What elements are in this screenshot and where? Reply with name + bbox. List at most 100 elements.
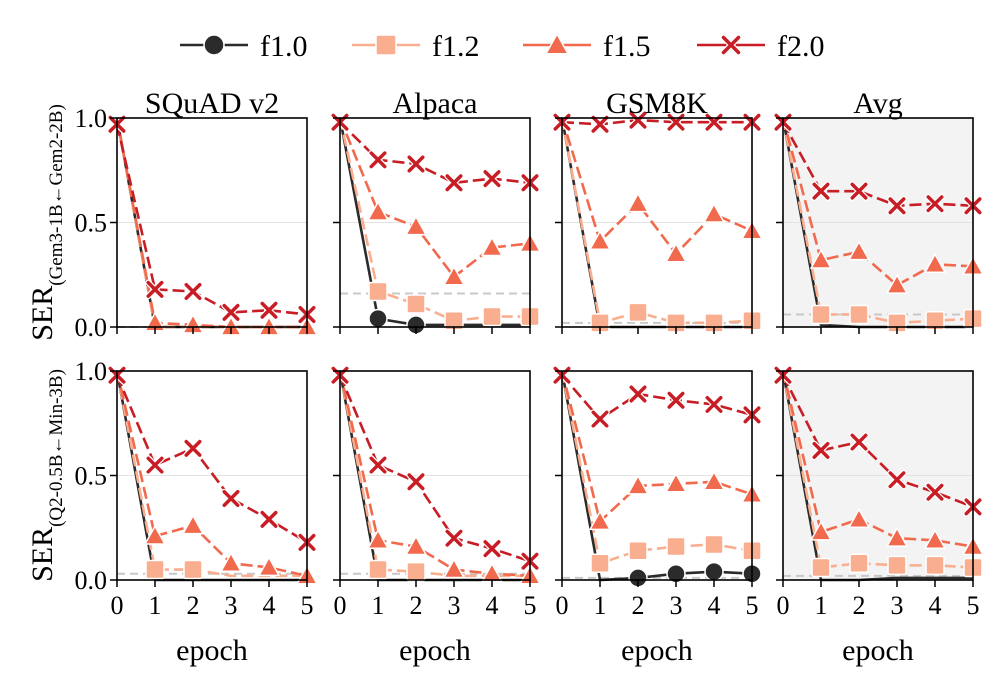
- y-axis-label-text: SER(Q2-0.5B←Min-3B): [26, 369, 67, 582]
- y-axis-label-main: SER: [26, 527, 59, 582]
- series-f2.0: [330, 112, 540, 193]
- series-f1.5: [560, 370, 764, 531]
- series-line-f1.2: [338, 117, 530, 323]
- panel-title: Avg: [853, 87, 902, 120]
- legend-label: f2.0: [777, 30, 825, 63]
- marker-f2.0-4: [705, 395, 723, 413]
- y-axis-label-text: SER(Gem3-1B←Gem2-2B): [26, 104, 67, 341]
- series-line-f2.0: [115, 374, 308, 544]
- x-tick-label: 1: [149, 591, 162, 620]
- x-tick-label: 1: [594, 591, 607, 620]
- marker-f1.2-4: [925, 555, 945, 576]
- marker-f2.0-4: [483, 170, 501, 188]
- series-line-f1.5: [338, 117, 531, 279]
- marker-f1.0-4: [704, 561, 724, 582]
- marker-f1.5-2: [404, 535, 428, 556]
- marker-f1.2-2: [628, 540, 648, 561]
- series-line-f2.0: [561, 118, 752, 126]
- marker-f2.0-4: [483, 540, 501, 558]
- marker-f2.0-3: [445, 174, 463, 192]
- y-tick-label: 0.5: [75, 462, 108, 491]
- series-line-f1.5: [560, 117, 753, 256]
- marker-f1.2-2: [628, 302, 648, 323]
- marker-f1.2-3: [887, 555, 907, 576]
- x-tick-label: 3: [225, 591, 238, 620]
- legend-label: f1.5: [603, 30, 651, 63]
- marker-f2.0-4: [926, 483, 944, 501]
- x-tick-label: 4: [929, 591, 942, 620]
- series-line-f1.2: [781, 117, 974, 325]
- series-f1.5: [115, 370, 319, 585]
- marker-f1.5-2: [181, 514, 205, 535]
- series-line-f1.2: [338, 370, 530, 578]
- legend-item-f2.0: f2.0: [697, 30, 825, 63]
- marker-f1.2-2: [183, 559, 203, 580]
- marker-f2.0-3: [888, 471, 906, 489]
- legend-item-f1.0: f1.0: [180, 30, 308, 63]
- x-tick-label: 2: [632, 591, 645, 620]
- panel-avg: Avg: [773, 87, 985, 334]
- series-line-f1.5: [781, 117, 974, 287]
- marker-f1.5-1: [809, 248, 833, 269]
- series-f1.2: [781, 117, 983, 333]
- legend-item-f1.5: f1.5: [523, 30, 651, 63]
- x-tick-label: 0: [334, 591, 347, 620]
- x-tick-label: 5: [746, 591, 759, 620]
- legend-marker-circle: [203, 34, 225, 56]
- marker-f1.2-1: [811, 557, 831, 578]
- panel-squad-v2: 0.0 0.5 1.0 SQuAD v2: [75, 87, 319, 342]
- marker-f1.2-1: [590, 553, 610, 574]
- series-f1.5: [115, 117, 319, 336]
- panel-gsm8k: GSM8K: [552, 87, 764, 334]
- x-tick-label: 1: [815, 591, 828, 620]
- marker-f1.5-3: [442, 265, 466, 286]
- series-line-f1.0: [781, 370, 973, 582]
- x-tick-label: 5: [967, 591, 980, 620]
- marker-f2.0-3: [667, 391, 685, 409]
- series-f2.0: [552, 365, 762, 429]
- x-axis-label: epoch: [621, 634, 693, 667]
- x-tick-label: 5: [301, 591, 314, 620]
- marker-f1.5-2: [626, 474, 650, 495]
- marker-f1.5-4: [702, 470, 726, 491]
- panel-r1c1: 0 1 2 3 4 5 epoch: [330, 365, 542, 667]
- series-line-f1.5: [338, 370, 531, 578]
- series-line-f1.5: [560, 370, 753, 524]
- marker-f1.5-4: [702, 202, 726, 223]
- marker-f1.2-2: [849, 553, 869, 574]
- marker-f1.2-1: [811, 304, 831, 325]
- series-f2.0: [107, 114, 317, 325]
- legend-marker-triangle: [544, 32, 570, 55]
- marker-f2.0-2: [850, 433, 868, 451]
- marker-f1.2-2: [406, 561, 426, 582]
- series-f1.5: [560, 117, 764, 263]
- series-line-f1.2: [560, 370, 753, 565]
- x-axis-label: epoch: [842, 634, 914, 667]
- x-tick-label: 0: [556, 591, 569, 620]
- marker-f2.0-3: [445, 529, 463, 547]
- marker-f1.5-2: [847, 240, 871, 261]
- y-axis-label-main: SER: [26, 286, 59, 341]
- x-axis-label: epoch: [399, 634, 471, 667]
- x-tick-label: 1: [372, 591, 385, 620]
- marker-f2.0-1: [369, 151, 387, 169]
- x-tick-label: 4: [486, 591, 499, 620]
- y-tick-label: 0.0: [75, 313, 108, 342]
- marker-f1.5-3: [885, 526, 909, 547]
- marker-f1.2-1: [145, 559, 165, 580]
- marker-f1.5-3: [664, 472, 688, 493]
- marker-f1.5-2: [626, 192, 650, 213]
- series-f1.2: [560, 370, 762, 574]
- series-f1.0: [560, 370, 762, 588]
- y-axis-label-sub: (Gem3-1B←Gem2-2B): [46, 104, 67, 286]
- x-tick-label: 3: [670, 591, 683, 620]
- series-f1.5: [338, 117, 542, 286]
- marker-f2.0-1: [591, 115, 609, 133]
- panels: 0.0 0.5 1.0 SQuAD v2 Alpaca GSM8K Avg 0.0 0.5 1.0…: [75, 87, 985, 667]
- series-f1.0: [781, 370, 973, 582]
- marker-f2.0-4: [260, 510, 278, 528]
- y-tick-label: 0.0: [75, 566, 108, 595]
- marker-f1.5-4: [257, 315, 281, 336]
- marker-f2.0-2: [407, 473, 425, 491]
